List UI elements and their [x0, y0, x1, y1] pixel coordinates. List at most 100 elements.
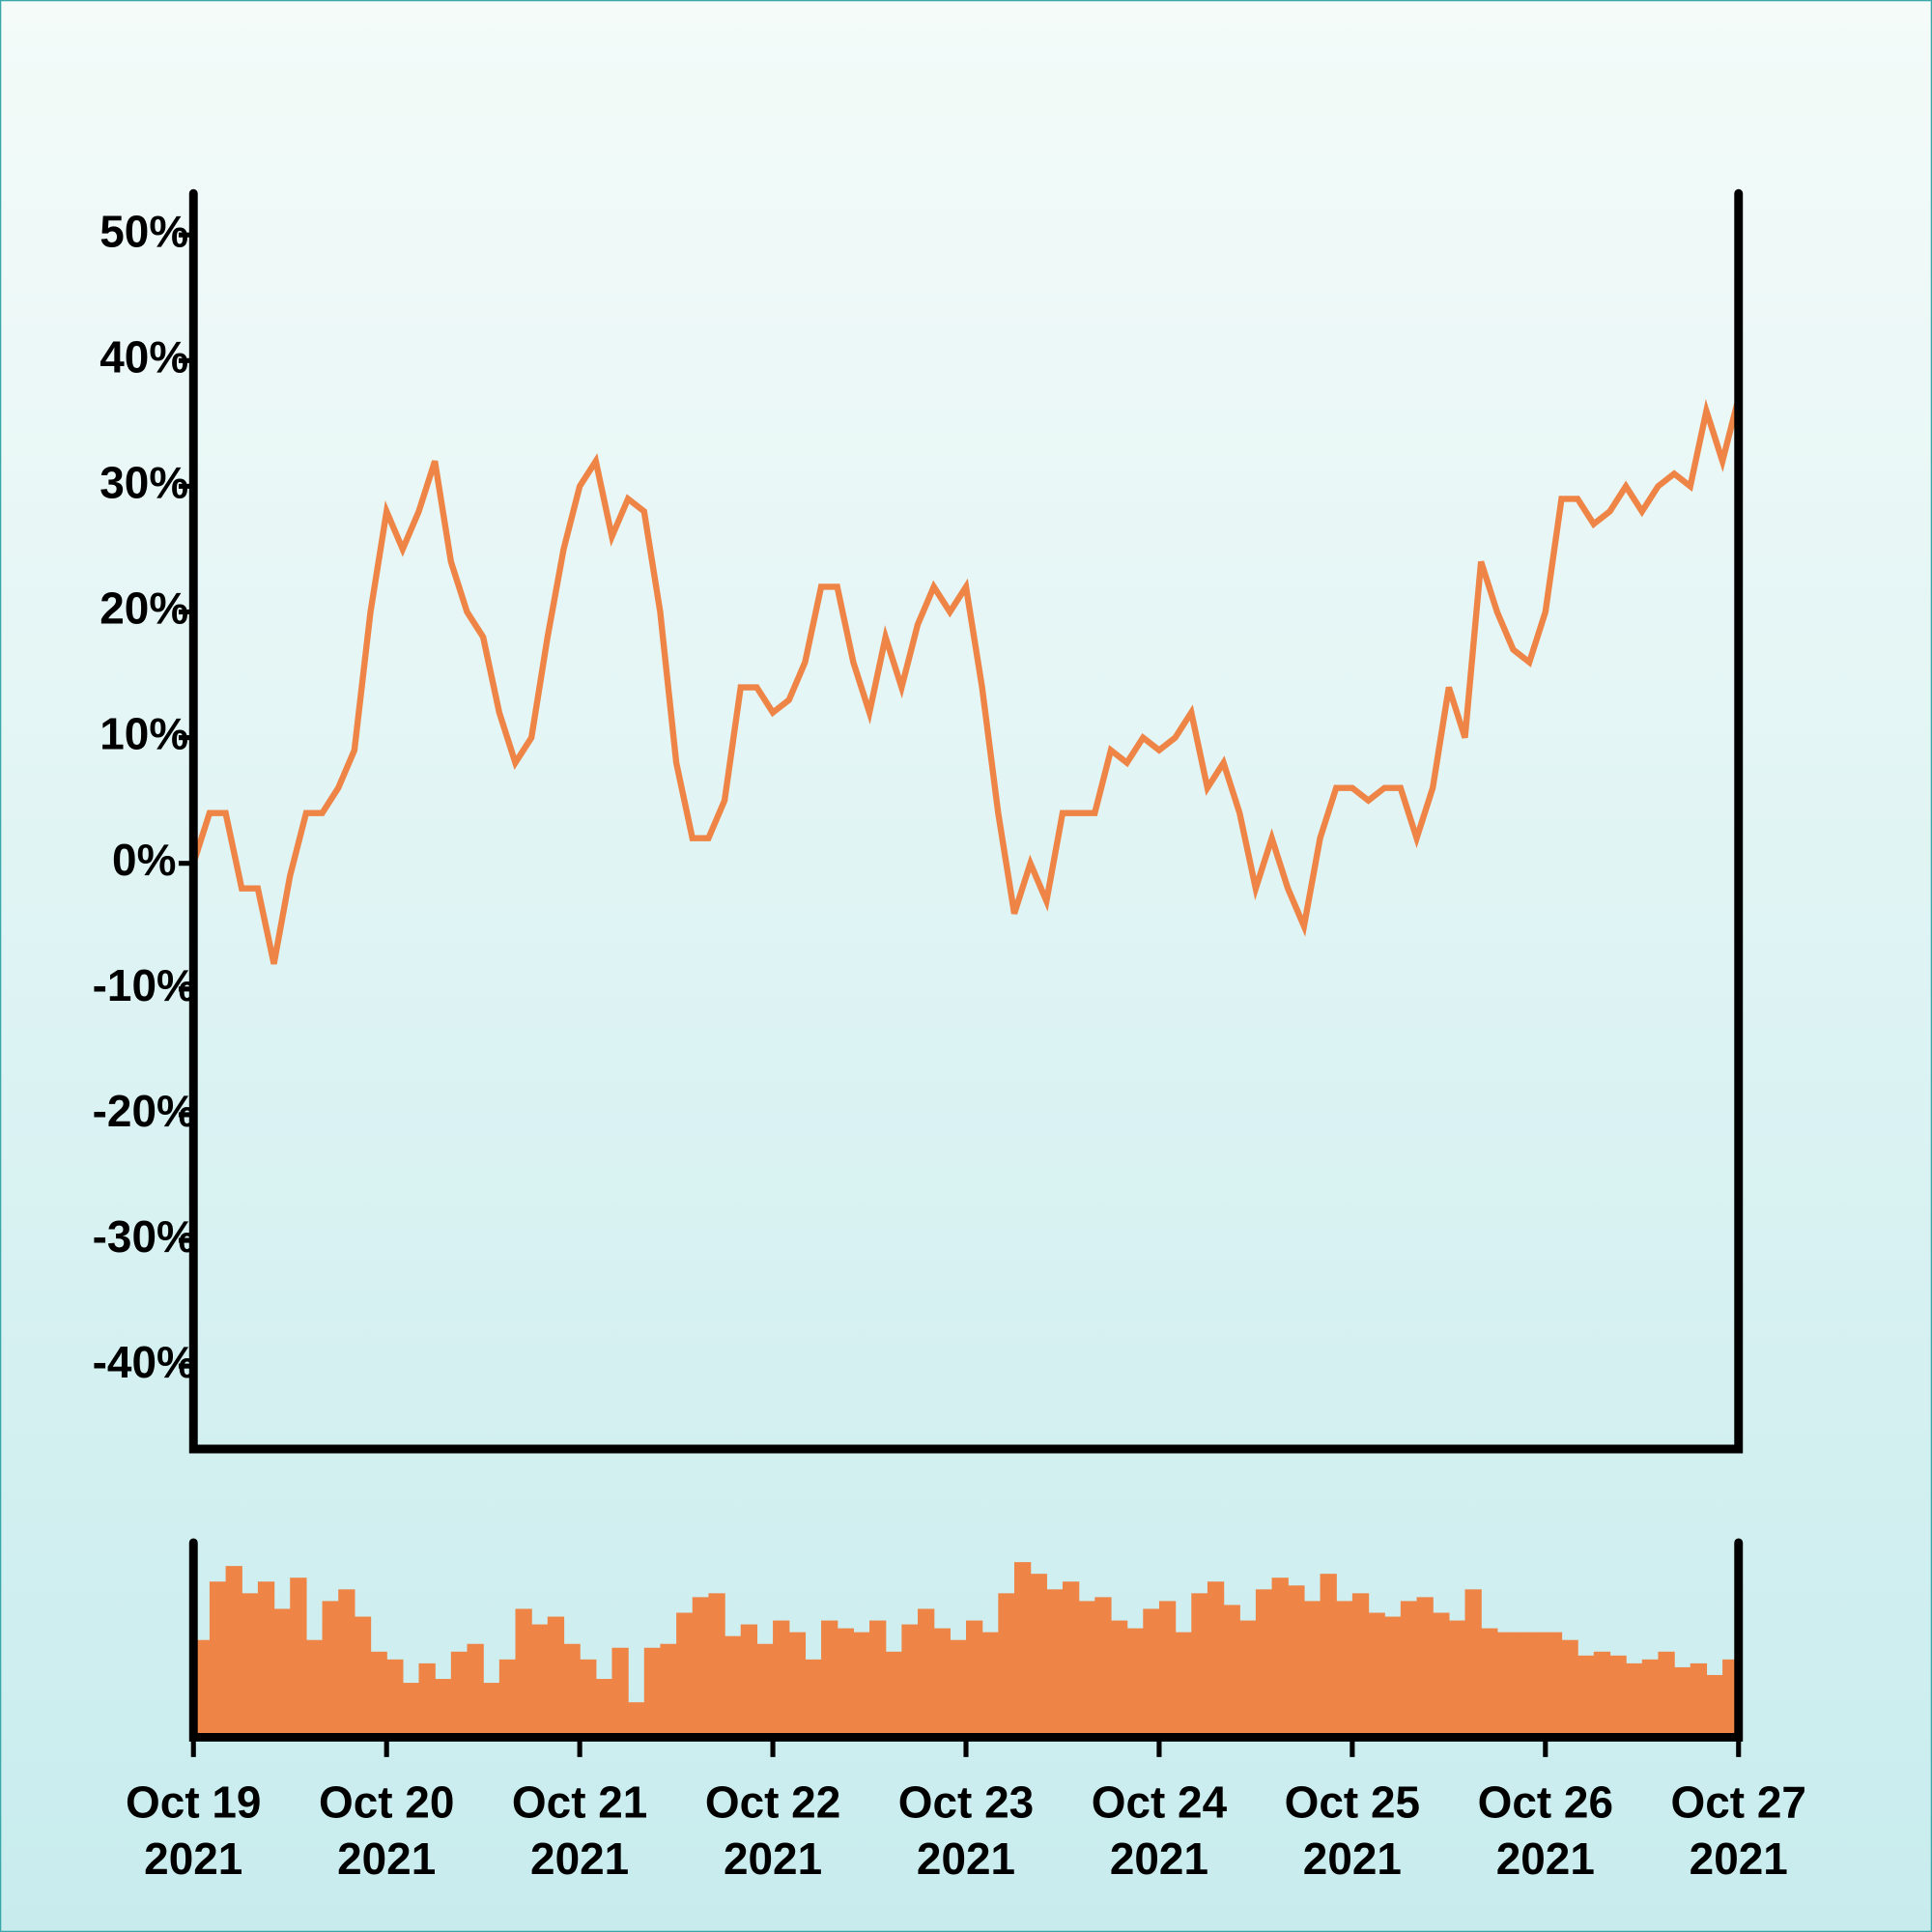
volume-bar — [1207, 1581, 1225, 1738]
volume-bar — [402, 1683, 420, 1738]
volume-bar — [1271, 1577, 1289, 1738]
volume-bar — [242, 1593, 259, 1738]
volume-bar — [1674, 1666, 1691, 1738]
volume-bar — [1255, 1589, 1273, 1738]
x-tick-label-box: Oct 27 2021 — [1671, 1776, 1806, 1884]
line-series — [190, 397, 1742, 965]
volume-bar — [1110, 1620, 1128, 1738]
x-tick-label: Oct 25 2021 — [1284, 1776, 1421, 1885]
volume-bar — [1464, 1589, 1482, 1738]
volume-bar — [225, 1566, 242, 1738]
volume-bar — [1529, 1632, 1547, 1738]
volume-bar — [580, 1659, 597, 1738]
volume-bar — [435, 1679, 452, 1738]
volume-bar — [611, 1647, 629, 1738]
volume-bar — [708, 1593, 725, 1738]
volume-bar — [418, 1662, 436, 1738]
volume-bar — [1239, 1620, 1257, 1738]
volume-bar — [1545, 1632, 1563, 1738]
volume-bar — [467, 1643, 484, 1738]
x-tick-label: Oct 20 2021 — [318, 1776, 455, 1885]
volume-bar — [273, 1608, 291, 1738]
volume-bar — [1223, 1605, 1240, 1738]
volume-bar — [1191, 1593, 1208, 1738]
x-tick-label: Oct 19 2021 — [126, 1776, 262, 1885]
volume-bar — [450, 1651, 469, 1738]
volume-bar — [1094, 1597, 1112, 1738]
volume-bar — [1158, 1601, 1177, 1738]
volume-bar — [209, 1581, 227, 1738]
volume-bar — [1416, 1597, 1434, 1738]
x-tick-label: Oct 26 2021 — [1477, 1776, 1614, 1885]
volume-bar — [1433, 1612, 1450, 1738]
volume-bar — [1690, 1662, 1708, 1738]
volume-bar — [918, 1608, 935, 1738]
volume-bar — [740, 1624, 758, 1738]
x-tick-label-box: Oct 25 2021 — [1284, 1776, 1421, 1885]
axis-frame — [188, 1538, 1744, 1742]
x-tick-label-box: Oct 24 2021 — [1092, 1776, 1227, 1884]
volume-bar — [676, 1612, 694, 1738]
volume-bar — [966, 1620, 983, 1738]
volume-bar — [1626, 1662, 1643, 1738]
y-tick-label: -20% — [93, 1086, 196, 1136]
volume-bar — [643, 1647, 662, 1738]
axis-frame — [188, 188, 1744, 1454]
volume-bar — [660, 1643, 677, 1738]
x-tick-label-box: Oct 21 2021 — [511, 1776, 648, 1885]
volume-bar — [1046, 1589, 1064, 1738]
volume-bar — [1561, 1639, 1578, 1738]
volume-bar — [1577, 1655, 1595, 1738]
volume-bar — [1175, 1632, 1192, 1738]
x-tick-label-box: Oct 23 2021 — [897, 1776, 1035, 1885]
volume-bar — [547, 1616, 565, 1738]
volume-bar — [338, 1589, 355, 1738]
y-tick-label: 50% — [99, 206, 188, 256]
volume-bar — [1303, 1601, 1321, 1738]
volume-bar — [515, 1608, 532, 1738]
volume-bar — [1658, 1651, 1675, 1738]
price-panel: -40% -30% -20% -10% 0% 10% 20% 30% 40% 50% — [93, 188, 1744, 1454]
volume-bar — [1481, 1628, 1498, 1738]
volume-bar — [305, 1639, 324, 1738]
y-tick-label: -40% — [93, 1337, 196, 1387]
volume-bar — [370, 1651, 387, 1738]
x-tick-label: Oct 22 2021 — [704, 1776, 841, 1885]
volume-bar — [950, 1639, 967, 1738]
x-tick-label-box: Oct 22 2021 — [704, 1776, 841, 1885]
y-tick-label: 10% — [99, 709, 188, 759]
volume-bar — [1013, 1562, 1032, 1738]
volume-bar — [853, 1632, 870, 1738]
volume-bar — [1641, 1659, 1660, 1738]
volume-bar — [933, 1628, 951, 1738]
volume-bar — [788, 1632, 807, 1738]
volume-bar — [1706, 1674, 1723, 1738]
volume-bar — [595, 1679, 613, 1738]
y-tick-label: 30% — [99, 458, 188, 508]
volume-bar — [1400, 1601, 1418, 1738]
volume-bar — [885, 1651, 902, 1738]
volume-bar — [531, 1624, 549, 1738]
y-tick-label: 20% — [99, 583, 188, 634]
x-tick-label: Oct 23 2021 — [897, 1776, 1035, 1885]
volume-bar — [483, 1683, 500, 1738]
volume-bar — [805, 1659, 822, 1738]
volume-bar — [1351, 1593, 1370, 1738]
volume-bar — [628, 1702, 645, 1738]
y-tick-label: 40% — [99, 331, 188, 382]
volume-bar — [1513, 1632, 1530, 1738]
volume-bar — [290, 1577, 307, 1738]
volume-bar — [1609, 1655, 1627, 1738]
volume-bar — [692, 1597, 710, 1738]
volume-bar — [322, 1601, 339, 1738]
y-tick-label: 0% — [112, 835, 176, 885]
volume-bar — [821, 1620, 838, 1738]
volume-bar — [1126, 1628, 1144, 1738]
volume-bar — [386, 1659, 404, 1738]
x-tick-label: Oct 21 2021 — [511, 1776, 648, 1885]
volume-bar — [1384, 1616, 1402, 1738]
volume-bar — [1368, 1612, 1385, 1738]
y-tick-label: -30% — [93, 1211, 196, 1262]
volume-bar — [354, 1616, 372, 1738]
